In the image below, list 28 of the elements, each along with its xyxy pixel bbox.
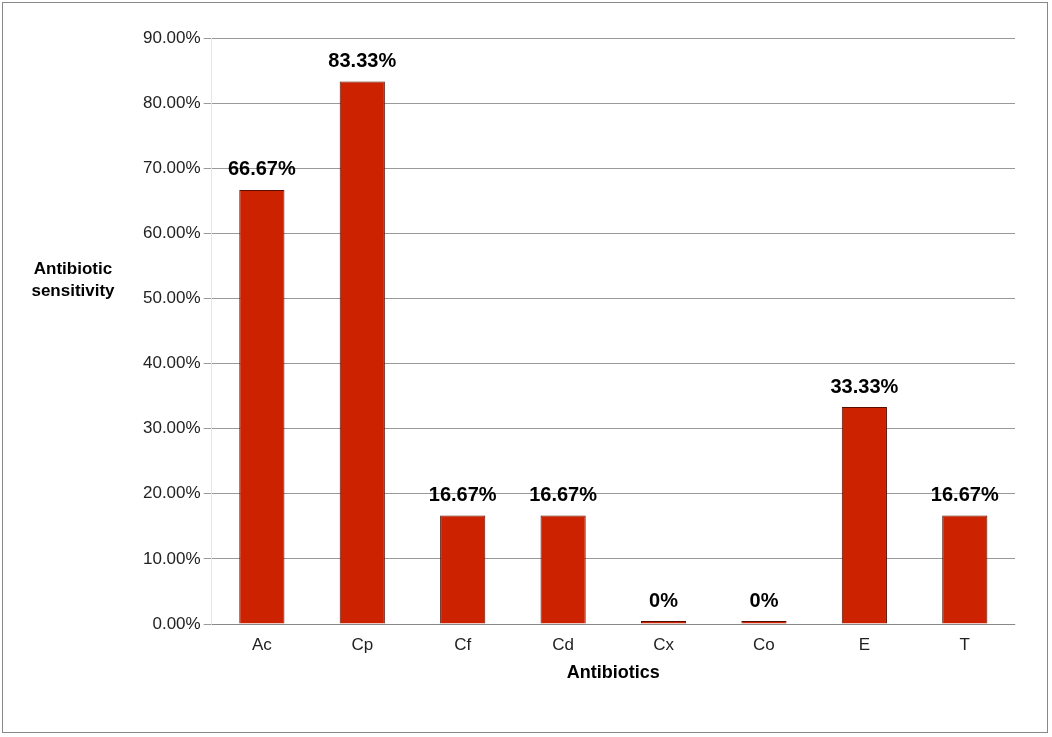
x-tick-label: Ac [251,634,273,654]
x-tick-label: Cf [454,634,472,654]
data-label: 16.67% [428,482,497,505]
y-tick-label: 10.00% [142,548,201,568]
y-tick-label: 80.00% [142,92,201,112]
x-tick-label: T [959,634,970,654]
y-tick-label: 90.00% [142,27,201,47]
x-tick-label: Cp [351,634,374,654]
y-tick-label: 60.00% [142,223,201,243]
data-label: 33.33% [830,374,899,397]
y-tick-label: 50.00% [142,288,201,308]
data-label: 16.67% [529,482,598,505]
data-label: 83.33% [328,48,397,71]
data-label: 16.67% [930,482,999,505]
data-label: 66.67% [227,157,296,180]
y-tick-label: 70.00% [142,157,201,177]
y-tick-label: 30.00% [142,418,201,438]
data-label: 0% [749,588,779,611]
y-tick-label: 0.00% [152,613,201,633]
x-tick-label: Co [753,634,775,654]
data-label: 0% [649,588,679,611]
y-axis-title: Antibiotic sensitivity [30,258,116,302]
y-tick-label: 20.00% [142,483,201,503]
x-tick-label: E [858,634,871,654]
x-tick-label: Cx [653,634,675,654]
x-tick-label: Cd [552,634,574,654]
y-tick-label: 40.00% [142,353,201,373]
x-axis-title: Antibiotics [566,662,660,683]
